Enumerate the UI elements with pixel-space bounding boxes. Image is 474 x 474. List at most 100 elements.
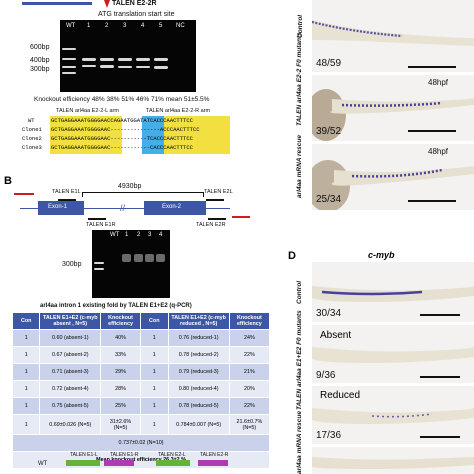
construct-purple-2: [198, 460, 228, 466]
exon-2-box: [144, 201, 206, 215]
count-label: 30/34: [316, 308, 342, 319]
seq-label: Clone3: [22, 144, 42, 151]
atg-label: ATG translation start site: [98, 11, 175, 18]
scale-bar: [420, 436, 460, 438]
table-row: 1 0.67 (absent-2) 33% 1 0.78 (reduced-2) 22%: [11, 346, 271, 364]
talen-e1r-bar: [88, 218, 106, 220]
seq-text: GCTGAGGAAATGGGGAAC------------CACCCAACTT…: [51, 144, 193, 151]
arm-left-label: TALEN arl4aa E2-2-L arm: [56, 108, 119, 114]
count-label: 39/52: [316, 126, 342, 137]
knockout-efficiency-text: Knockout efficiency 48% 38% 51% 46% 71% …: [34, 96, 210, 103]
yellow-box-right: [164, 116, 230, 154]
scale-bar: [420, 314, 460, 316]
lane-label: 1: [125, 232, 129, 238]
lane-label: 3: [123, 23, 127, 29]
row-label: TALEN arl4aa E1+E2 F0 mutants: [296, 310, 303, 410]
table-header: Con: [11, 312, 41, 330]
construct-green-2: [156, 460, 190, 466]
table-header: Knockout efficiency: [228, 312, 271, 330]
table-row: 1 0.72 (absent-4) 28% 1 0.80 (reduced-4) 20%: [11, 380, 271, 398]
table-header: Con: [140, 312, 169, 330]
seq-label: Clone1: [22, 126, 42, 133]
row-label: Control: [296, 280, 303, 304]
seq-label: WT: [28, 117, 35, 124]
table-header-row: Con TALEN E1+E2 (c-myb absent , N=5) Kno…: [11, 312, 271, 330]
row-label: arl4aa mRNA rescue: [296, 135, 303, 198]
lane-label: WT: [110, 232, 120, 238]
scale-bar: [408, 200, 456, 202]
mean-efficiency: Mean knockout efficiency 26.3±2 %: [12, 451, 270, 469]
talen-e2l-label: TALEN E2L: [204, 189, 233, 195]
table-row: Mean knockout efficiency 26.3±2 %: [12, 451, 270, 469]
seq-text: GCTGAGGAAATGGGGAAC---------------ACCCAAC…: [51, 126, 200, 133]
bottom-label: TALEN E2-R: [200, 452, 229, 458]
exon-1-box: [38, 201, 84, 215]
intron-break: //: [120, 203, 126, 213]
length-label: 4930bp: [118, 183, 142, 190]
seq-label: Clone2: [22, 135, 42, 142]
count-label: 9/36: [316, 370, 336, 381]
lane-label: 3: [148, 232, 152, 238]
phenotype-tag: Absent: [320, 330, 352, 341]
seq-text: GCTGAGGAAATGGGGAAC-----------TCACCCAACTT…: [51, 135, 193, 142]
row-label: TALEN arl4aa E2-2 F0 mutants: [296, 32, 303, 126]
probe-title: c-myb: [368, 250, 395, 260]
table-row: 0.737±0.02 (N=10): [12, 434, 270, 452]
talen-e1l-bar: [58, 199, 76, 201]
marker-label: 300bp: [62, 261, 82, 268]
count-label: 48/59: [316, 58, 342, 69]
talen-e2-2r-label: TALEN E2-2R: [112, 0, 157, 7]
talen-e1r-label: TALEN E1R: [86, 222, 116, 228]
bottom-label: TALEN E1-L: [70, 452, 98, 458]
table-header: Knockout efficiency: [100, 312, 142, 330]
blue-box: [142, 116, 164, 154]
panel-letter-b: B: [4, 175, 12, 187]
embryo-image: [312, 447, 474, 474]
lane-label: WT: [66, 23, 76, 29]
table-header: TALEN E1+E2 (c-myb absent , N=5): [39, 312, 102, 330]
gene-line: [20, 208, 230, 209]
lane-label: 4: [159, 232, 163, 238]
exon-1-label: Exon-1: [48, 204, 68, 210]
hpf-label: 48hpf: [428, 147, 449, 156]
phenotype-tag: Reduced: [320, 390, 361, 401]
table-row: 1 0.71 (absent-3) 29% 1 0.79 (reduced-3) 21%: [11, 363, 271, 381]
qpcr-table: Con TALEN E1+E2 (c-myb absent , N=5) Kno…: [11, 312, 271, 469]
bottom-label: TALEN E1-R: [110, 452, 139, 458]
talen-e2l-bar: [206, 199, 224, 201]
lane-label: 2: [105, 23, 109, 29]
lane-label: NC: [176, 23, 185, 29]
row-label: arl4aa mRNA rescue: [296, 411, 303, 474]
lane-label: 5: [159, 23, 163, 29]
embryo-image: [312, 144, 474, 210]
embryo-image: [312, 386, 474, 444]
gel-a: WT 1 2 3 4 5 NC: [60, 20, 196, 92]
bottom-label: TALEN E2-L: [158, 452, 186, 458]
mean-row: 0.737±0.02 (N=10): [12, 434, 270, 452]
marker-label: 600bp: [30, 44, 50, 51]
embryo-image: [312, 0, 474, 72]
scale-bar: [408, 66, 456, 68]
red-arrow-icon: [104, 0, 110, 8]
embryo-image: [312, 325, 474, 383]
lane-label: 1: [87, 23, 91, 29]
talen-e2r-label: TALEN E2R: [196, 222, 226, 228]
scale-bar: [420, 376, 460, 378]
talen-e1l-label: TALEN E1L: [52, 189, 81, 195]
marker-label: 300bp: [30, 66, 50, 73]
lane-label: 4: [141, 23, 145, 29]
table-header: TALEN E1+E2 (c-myb reduced , N=5): [167, 312, 230, 330]
construct-green-1: [66, 460, 100, 466]
red-arrow-icon: [14, 193, 34, 195]
scale-bar: [408, 130, 456, 132]
panel-letter-d: D: [288, 250, 296, 262]
table-row: 1 0.75 (absent-5) 25% 1 0.78 (reduced-5) 22%: [11, 397, 271, 415]
talen-e2r-bar: [208, 218, 226, 220]
gel-b: WT 1 2 3 4: [92, 230, 170, 298]
table-row: 1 0.69±0.026 (N=5) 31±2.6% (N=5) 1 0.784±0.…: [11, 414, 271, 435]
yellow-box-left: [50, 116, 122, 154]
embryo-image: [312, 262, 474, 322]
seq-text: GCTGAGGAAATGGGGAACCAGAATGGATATCACCCAACTT…: [51, 117, 193, 124]
construct-purple-1: [104, 460, 134, 466]
table-row: 1 0.60 (absent-1) 40% 1 0.76 (reduced-1) 24%: [11, 329, 271, 347]
